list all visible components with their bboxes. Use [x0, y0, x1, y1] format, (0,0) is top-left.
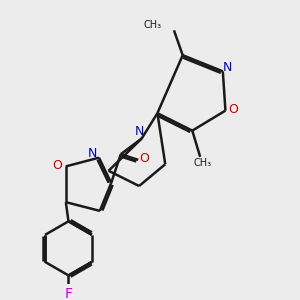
Text: F: F: [64, 287, 73, 300]
Text: N: N: [87, 147, 97, 160]
Text: O: O: [228, 103, 238, 116]
Text: N: N: [135, 125, 144, 138]
Text: O: O: [52, 159, 62, 172]
Text: CH₃: CH₃: [144, 20, 162, 30]
Text: N: N: [223, 61, 232, 74]
Text: O: O: [140, 152, 149, 166]
Text: CH₃: CH₃: [193, 158, 212, 168]
